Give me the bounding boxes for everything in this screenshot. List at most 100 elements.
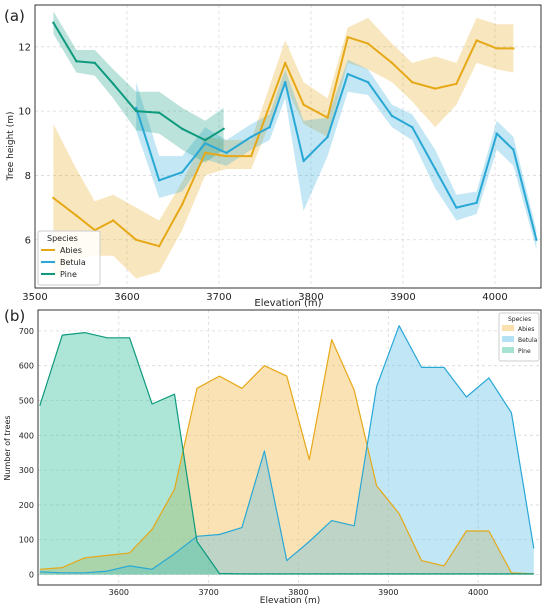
legend-abies-label: Abies [60, 246, 82, 255]
point-abies [250, 154, 253, 158]
point-abies [475, 39, 478, 42]
point-abies [75, 214, 78, 217]
point-betula [512, 148, 515, 151]
panel-a-x-tick-label: 3700 [206, 292, 231, 303]
point-abies [52, 196, 55, 200]
panel-b-y-tick-label: 500 [19, 397, 34, 406]
point-abies [411, 81, 414, 84]
panel-b: (b) 3600 3700 3800 3900 4000 0 100 200 300 400 50… [3, 307, 542, 606]
legend-b-betula-swatch [502, 336, 514, 342]
point-abies [302, 103, 305, 106]
panel-a-x-tick-label: 3800 [298, 292, 323, 303]
panel-a-series-lines [52, 21, 538, 248]
point-pine [93, 61, 97, 65]
point-abies [495, 47, 498, 50]
point-abies [455, 82, 458, 86]
panel-b-y-tick-label: 100 [19, 536, 34, 545]
panel-a-y-tick-label: 10 [18, 107, 31, 118]
panel-b-label: (b) [4, 307, 25, 325]
line-betula [135, 73, 538, 241]
panel-a-grid [34, 5, 541, 288]
point-pine [75, 60, 78, 63]
point-pine [52, 21, 55, 24]
area-abies [39, 339, 534, 575]
legend-b-pine-swatch [502, 347, 514, 353]
legend-b-abies-swatch [502, 325, 514, 331]
panel-b-y-ticks: 0 100 200 300 400 500 600 700 [19, 327, 34, 580]
point-betula [135, 106, 138, 110]
point-pine [135, 109, 138, 113]
legend-b-pine-label: Pine [518, 348, 531, 355]
panel-b-x-tick-label: 3900 [378, 588, 398, 597]
panel-a-legend: Species Abies Betula Pine [37, 230, 101, 286]
legend-b-betula-label: Betula [518, 337, 538, 344]
panel-a-x-tick-label: 3600 [114, 292, 139, 303]
panel-b-x-ticks: 3600 3700 3800 3900 4000 [109, 588, 489, 597]
panel-a-frame [34, 4, 542, 289]
point-abies [434, 87, 437, 90]
point-betula [475, 201, 478, 204]
panel-b-y-tick-label: 300 [19, 466, 34, 475]
point-betula [181, 171, 184, 174]
panel-b-y-tick-label: 200 [19, 501, 34, 510]
panel-a: (a) 3500 3600 3700 3800 3900 4000 6 8 10 12 Elev… [4, 4, 542, 309]
point-betula [455, 206, 458, 209]
panel-b-x-axis-label: Elevation (m) [260, 596, 320, 606]
panel-b-legend: Species Abies Betula Pine [498, 312, 540, 362]
panel-a-x-axis-label: Elevation (m) [254, 298, 321, 309]
panel-b-x-tick-label: 4000 [468, 588, 488, 597]
point-betula [495, 132, 498, 135]
panel-b-x-tick-label: 3700 [198, 588, 218, 597]
panel-a-x-tick-label: 3900 [390, 292, 415, 303]
point-pine [112, 82, 115, 86]
band-pine [53, 11, 224, 163]
point-abies [135, 238, 138, 241]
point-betula [346, 72, 349, 76]
legend-b-abies-label: Abies [518, 326, 534, 333]
point-betula [158, 179, 161, 182]
panel-a-y-tick-label: 6 [25, 235, 31, 246]
panel-b-y-tick-label: 700 [19, 327, 34, 336]
panel-b-y-tick-label: 400 [19, 431, 34, 440]
band-abies [53, 17, 514, 279]
panel-b-areas [39, 325, 535, 575]
point-abies [112, 219, 115, 222]
panel-b-y-axis-label: Number of trees [3, 415, 12, 480]
panel-b-frame [37, 309, 542, 586]
point-abies [326, 116, 329, 119]
panel-a-legend-title: Species [47, 234, 78, 243]
point-abies [512, 47, 515, 50]
point-abies [158, 245, 161, 248]
panel-a-y-axis-label: Tree height (m) [6, 112, 16, 182]
area-betula [39, 325, 534, 575]
point-betula [326, 135, 329, 139]
point-pine [204, 138, 207, 142]
area-outline-pine [39, 332, 534, 575]
point-pine [181, 127, 184, 130]
point-abies [390, 61, 394, 65]
panel-a-y-tick-label: 8 [25, 171, 31, 182]
point-betula [366, 81, 370, 84]
point-pine [158, 111, 161, 114]
panel-a-legend-box [37, 230, 101, 286]
point-abies [346, 36, 349, 39]
point-betula [250, 135, 253, 139]
point-betula [204, 142, 207, 145]
line-abies [52, 36, 514, 248]
panel-b-x-tick-label: 3600 [109, 588, 129, 597]
panel-a-x-tick-label: 3500 [22, 292, 47, 303]
panel-a-x-ticks: 3500 3600 3700 3800 3900 4000 [22, 292, 507, 303]
area-outline-betula [39, 325, 535, 574]
legend-betula-label: Betula [60, 258, 86, 267]
point-abies [366, 42, 370, 45]
point-betula [535, 238, 538, 241]
point-pine [222, 127, 225, 130]
panel-b-x-tick-label: 3800 [288, 588, 308, 597]
point-abies [181, 203, 184, 206]
point-betula [284, 81, 287, 84]
point-betula [302, 159, 305, 163]
point-betula [268, 126, 271, 129]
point-betula [434, 167, 437, 171]
point-betula [411, 126, 414, 129]
